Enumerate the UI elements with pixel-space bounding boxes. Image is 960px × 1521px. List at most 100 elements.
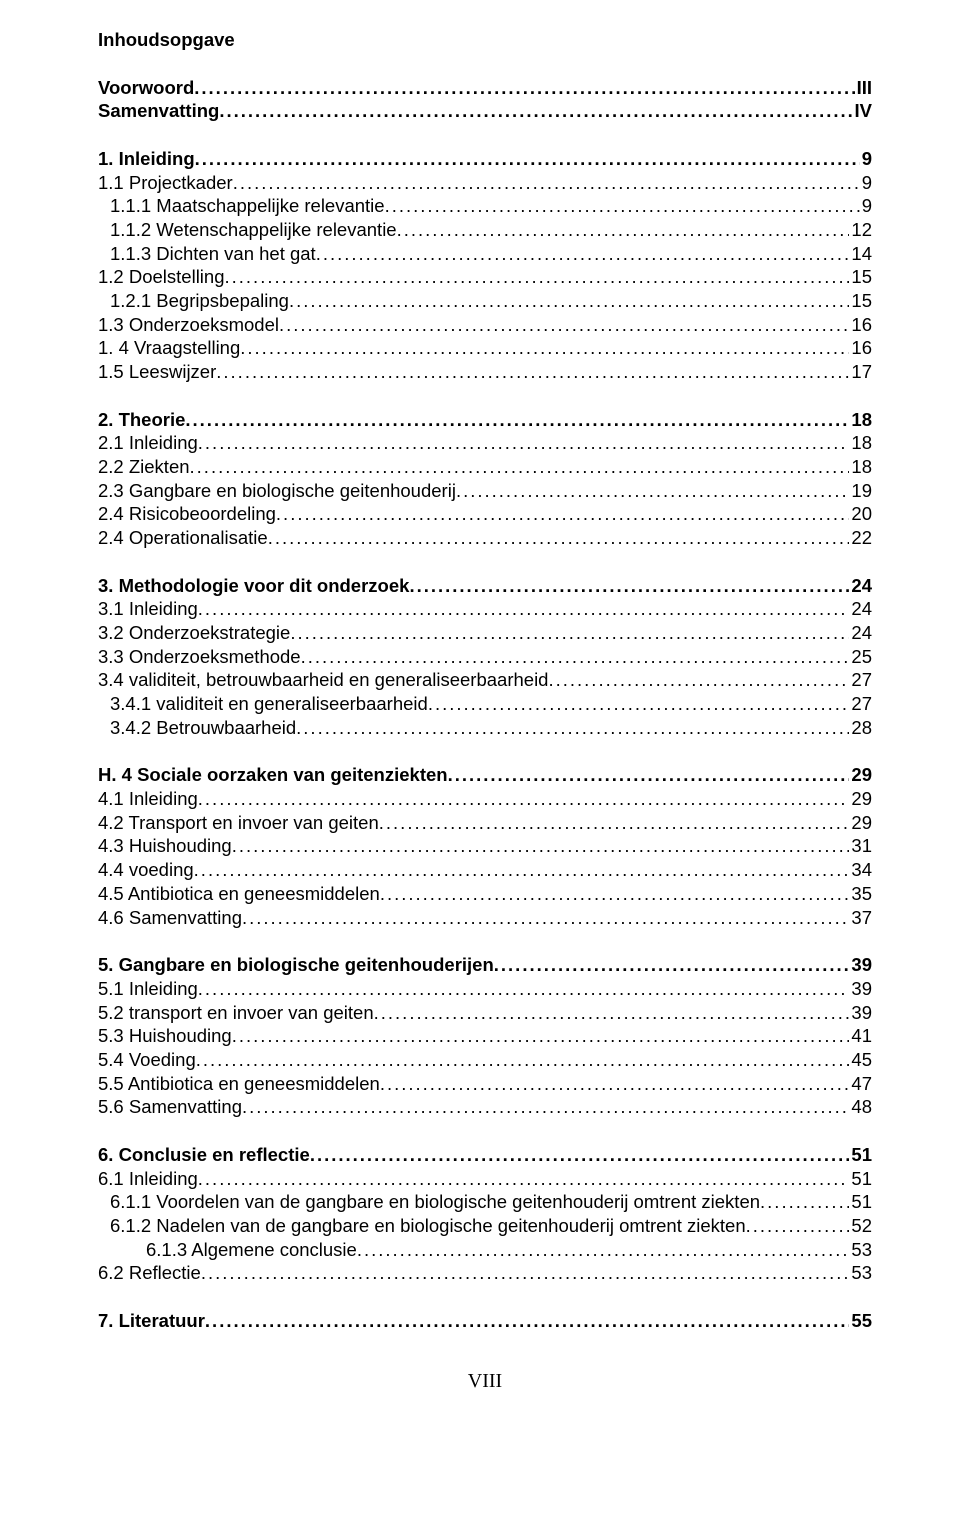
toc-leader-dots <box>448 763 850 787</box>
toc-entry: 4.5 Antibiotica en geneesmiddelen35 <box>98 882 872 906</box>
toc-leader-dots <box>428 692 850 716</box>
toc-entry: 5.6 Samenvatting48 <box>98 1095 872 1119</box>
toc-leader-dots <box>379 811 850 835</box>
toc-entry: 1.2 Doelstelling15 <box>98 265 872 289</box>
toc-entry-label: 1.1 Projectkader <box>98 171 233 195</box>
toc-entry: 2.3 Gangbare en biologische geitenhouder… <box>98 479 872 503</box>
toc-entry-page: 28 <box>849 716 872 740</box>
toc-entry-page: 39 <box>849 1001 872 1025</box>
toc-leader-dots <box>196 1048 850 1072</box>
toc-entry-page: 29 <box>849 811 872 835</box>
toc-entry-page: 9 <box>860 147 872 171</box>
toc-list: VoorwoordIIISamenvattingIV1. Inleiding91… <box>98 76 872 1333</box>
toc-entry-label: 3.4.1 validiteit en generaliseerbaarheid <box>110 692 428 716</box>
toc-leader-dots <box>380 1072 850 1096</box>
toc-entry: 5.4 Voeding 45 <box>98 1048 872 1072</box>
toc-entry-page: 15 <box>849 265 872 289</box>
toc-entry-page: 16 <box>849 336 872 360</box>
toc-entry-label: 2.4 Risicobeoordeling <box>98 502 276 526</box>
toc-leader-dots <box>310 1143 850 1167</box>
toc-entry-label: 6.1.2 Nadelen van de gangbare en biologi… <box>110 1214 746 1238</box>
toc-entry-label: 3. Methodologie voor dit onderzoek <box>98 574 409 598</box>
toc-entry-page: 20 <box>849 502 872 526</box>
toc-entry-label: 5.1 Inleiding <box>98 977 198 1001</box>
toc-entry-page: 55 <box>849 1309 872 1333</box>
toc-entry: 5.1 Inleiding39 <box>98 977 872 1001</box>
toc-entry: 2.2 Ziekten 18 <box>98 455 872 479</box>
toc-entry-label: 4.4 voeding <box>98 858 194 882</box>
toc-entry-label: 2. Theorie <box>98 408 185 432</box>
toc-entry-page: 27 <box>849 692 872 716</box>
toc-entry: 3.4.1 validiteit en generaliseerbaarheid… <box>98 692 872 716</box>
toc-entry-label: 5.5 Antibiotica en geneesmiddelen <box>98 1072 380 1096</box>
toc-entry-label: 1. 4 Vraagstelling <box>98 336 240 360</box>
toc-entry: 2.4 Risicobeoordeling 20 <box>98 502 872 526</box>
document-page: Inhoudsopgave VoorwoordIIISamenvattingIV… <box>0 0 960 1521</box>
toc-leader-dots <box>216 360 849 384</box>
toc-entry-label: 1.1.2 Wetenschappelijke relevantie <box>110 218 397 242</box>
toc-entry-page: 52 <box>849 1214 872 1238</box>
toc-leader-dots <box>397 218 850 242</box>
toc-leader-dots <box>190 455 850 479</box>
toc-entry-page: 14 <box>849 242 872 266</box>
toc-entry-page: 19 <box>849 479 872 503</box>
toc-entry-page: 9 <box>860 194 872 218</box>
toc-entry-page: 18 <box>849 455 872 479</box>
toc-leader-dots <box>233 171 860 195</box>
toc-entry-label: 5.2 transport en invoer van geiten <box>98 1001 374 1025</box>
toc-leader-dots <box>232 834 850 858</box>
toc-leader-dots <box>198 977 850 1001</box>
toc-entry-label: 2.3 Gangbare en biologische geitenhouder… <box>98 479 456 503</box>
toc-entry-page: 9 <box>860 171 872 195</box>
toc-entry-page: 45 <box>849 1048 872 1072</box>
toc-entry-label: H. 4 Sociale oorzaken van geitenziekten <box>98 763 448 787</box>
toc-entry: 6.1.2 Nadelen van de gangbare en biologi… <box>98 1214 872 1238</box>
toc-leader-dots <box>494 953 850 977</box>
toc-entry-label: 3.2 Onderzoekstrategie <box>98 621 290 645</box>
toc-entry: 3.1 Inleiding24 <box>98 597 872 621</box>
toc-entry: 6.1.3 Algemene conclusie53 <box>98 1238 872 1262</box>
toc-entry-label: 5.4 Voeding <box>98 1048 196 1072</box>
toc-entry: 5. Gangbare en biologische geitenhouderi… <box>98 953 872 977</box>
toc-entry-label: 6.1.1 Voordelen van de gangbare en biolo… <box>110 1190 760 1214</box>
toc-entry-page: 24 <box>849 621 872 645</box>
toc-leader-dots <box>205 1309 850 1333</box>
toc-leader-dots <box>198 597 850 621</box>
toc-leader-dots <box>198 431 850 455</box>
toc-leader-dots <box>240 336 849 360</box>
toc-leader-dots <box>194 76 854 100</box>
toc-entry-label: 3.4.2 Betrouwbaarheid <box>110 716 296 740</box>
toc-leader-dots <box>746 1214 850 1238</box>
toc-entry: 7. Literatuur55 <box>98 1309 872 1333</box>
toc-entry-page: IV <box>853 99 872 123</box>
toc-entry-label: 5.3 Huishouding <box>98 1024 232 1048</box>
toc-entry-label: 5. Gangbare en biologische geitenhouderi… <box>98 953 494 977</box>
toc-entry: SamenvattingIV <box>98 99 872 123</box>
toc-entry-label: 6.2 Reflectie <box>98 1261 201 1285</box>
toc-entry-page: 48 <box>849 1095 872 1119</box>
toc-entry-label: 2.2 Ziekten <box>98 455 190 479</box>
toc-leader-dots <box>219 99 852 123</box>
toc-entry: 4.3 Huishouding31 <box>98 834 872 858</box>
toc-entry-label: 1.1.1 Maatschappelijke relevantie <box>110 194 385 218</box>
toc-entry-page: 41 <box>849 1024 872 1048</box>
toc-entry-label: 2.1 Inleiding <box>98 431 198 455</box>
toc-entry: 3.3 Onderzoeksmethode25 <box>98 645 872 669</box>
toc-entry: 6. Conclusie en reflectie51 <box>98 1143 872 1167</box>
toc-leader-dots <box>374 1001 850 1025</box>
toc-entry-page: 29 <box>849 763 872 787</box>
toc-title: Inhoudsopgave <box>98 28 872 52</box>
toc-entry: 1.1.1 Maatschappelijke relevantie 9 <box>98 194 872 218</box>
toc-leader-dots <box>760 1190 849 1214</box>
toc-entry: 6.2 Reflectie53 <box>98 1261 872 1285</box>
toc-entry: H. 4 Sociale oorzaken van geitenziekten 2… <box>98 763 872 787</box>
toc-entry-page: 18 <box>849 431 872 455</box>
toc-entry-page: 12 <box>849 218 872 242</box>
toc-entry-page: 16 <box>849 313 872 337</box>
toc-entry-page: III <box>855 76 872 100</box>
toc-entry-label: 1.5 Leeswijzer <box>98 360 216 384</box>
toc-entry: 1. Inleiding9 <box>98 147 872 171</box>
toc-entry: 6.1.1 Voordelen van de gangbare en biolo… <box>98 1190 872 1214</box>
toc-entry: 1.1.2 Wetenschappelijke relevantie 12 <box>98 218 872 242</box>
toc-entry-label: 6.1.3 Algemene conclusie <box>146 1238 357 1262</box>
